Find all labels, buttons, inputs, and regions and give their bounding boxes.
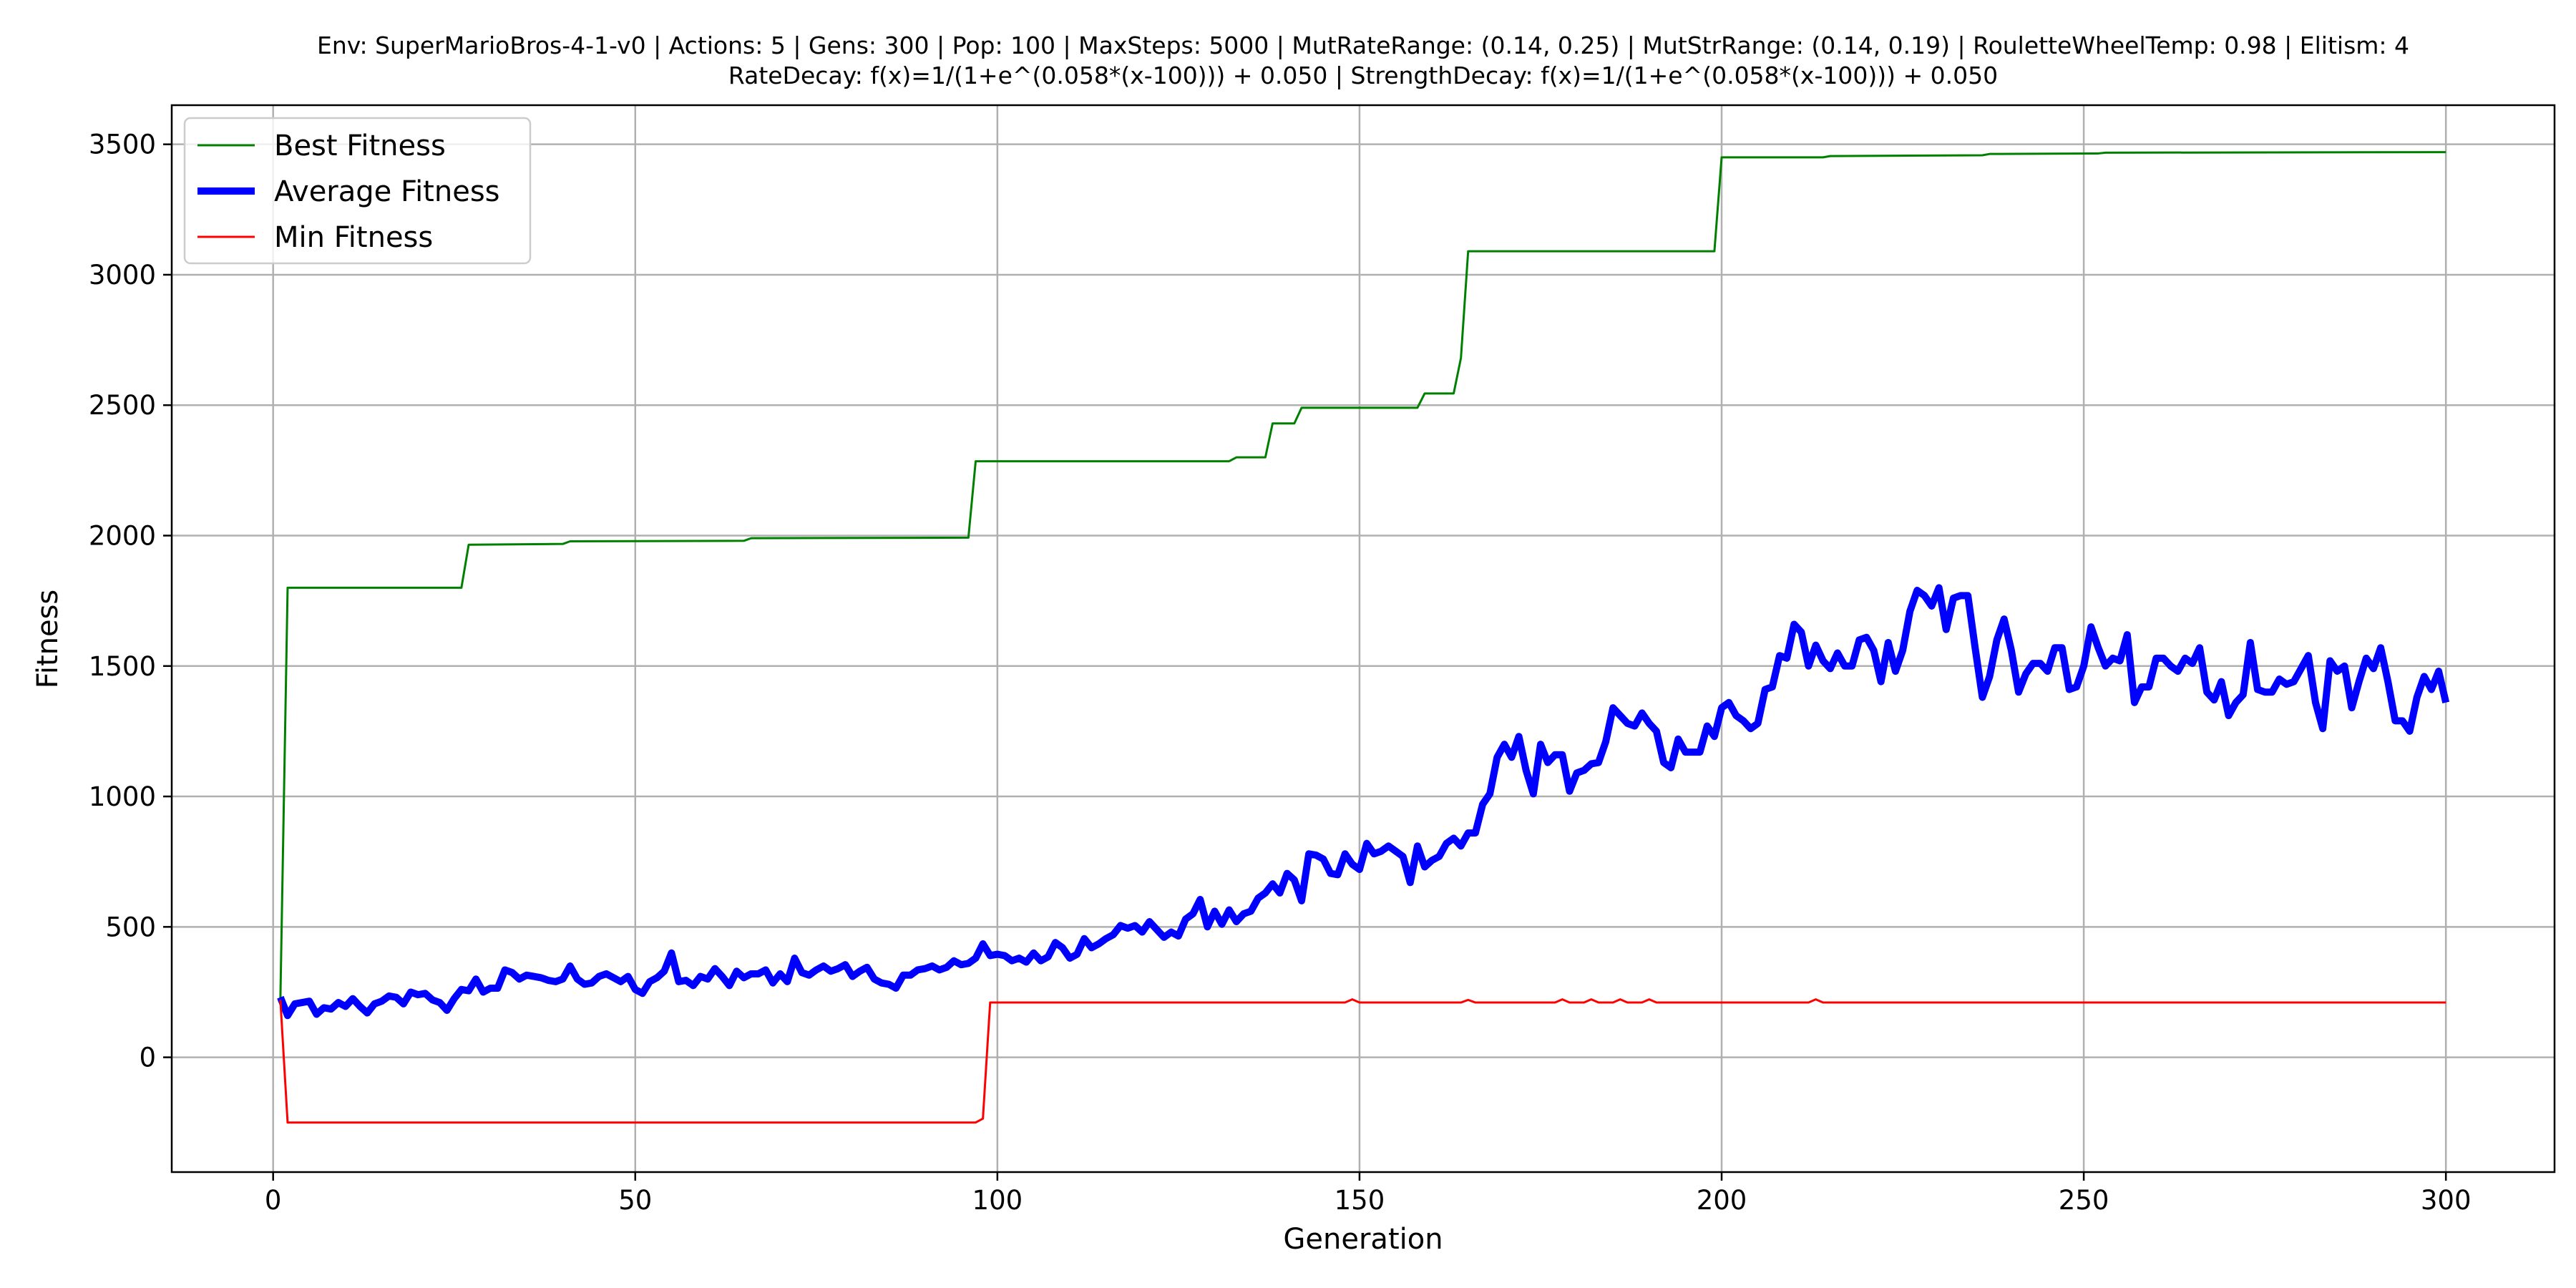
y-tick-label: 2500 [89, 390, 156, 421]
y-tick-label: 0 [139, 1043, 156, 1073]
legend-label-min-fitness: Min Fitness [274, 221, 433, 254]
chart-title: Env: SuperMarioBros-4-1-v0 | Actions: 5 … [317, 31, 2409, 59]
legend-box [183, 117, 532, 265]
x-tick-label: 200 [1697, 1185, 1747, 1216]
tick-labels: 0 50 100 150 200 250 3000500100015002000250030… [89, 130, 2472, 1216]
plot-frame [170, 104, 2556, 1174]
x-tick-label: 0 [265, 1185, 282, 1216]
series-line-min-fitness [279, 998, 2446, 1124]
x-tick-label: 300 [2421, 1185, 2472, 1216]
grid-lines [172, 105, 2555, 1172]
series-line-best-fitness [279, 151, 2446, 1000]
x-tick-label: 50 [618, 1185, 652, 1216]
y-tick-label: 3500 [89, 130, 156, 160]
legend-label-best-fitness: Best Fitness [274, 130, 446, 162]
y-tick-label: 500 [105, 912, 156, 942]
y-tick-label: 3000 [89, 260, 156, 291]
x-tick-label: 250 [2059, 1185, 2109, 1216]
legend-label-average-fitness: Average Fitness [274, 175, 500, 208]
series-lines [277, 151, 2450, 1124]
x-tick-label: 100 [972, 1185, 1023, 1216]
y-tick-label: 1500 [89, 651, 156, 682]
series-line-average-fitness [277, 584, 2450, 1020]
x-axis-label: Generation [1283, 1223, 1443, 1256]
y-axis-label: Fitness [31, 590, 64, 689]
chart-subtitle: RateDecay: f(x)=1/(1+e^(0.058*(x-100))) … [728, 62, 1998, 89]
y-tick-label: 1000 [89, 781, 156, 812]
x-tick-label: 150 [1335, 1185, 1385, 1216]
y-tick-label: 2000 [89, 521, 156, 552]
axes [163, 104, 2556, 1181]
legend: Best Fitness Average Fitness Min Fitness [183, 117, 532, 265]
